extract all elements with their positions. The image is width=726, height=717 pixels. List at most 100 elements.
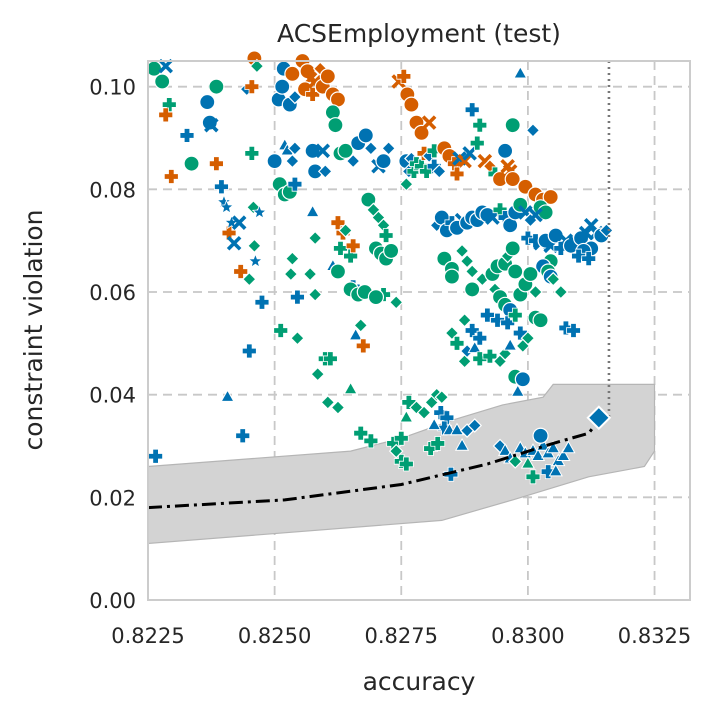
data-point [307, 230, 323, 246]
data-point [462, 146, 477, 161]
data-point [218, 199, 235, 214]
data-point [459, 253, 475, 269]
data-point [469, 135, 485, 151]
data-point [497, 142, 514, 159]
reference-lines [147, 61, 612, 510]
data-point [315, 143, 331, 159]
data-point [583, 217, 599, 233]
data-point [464, 264, 480, 279]
data-point [504, 240, 521, 257]
data-point [427, 417, 442, 431]
data-point [307, 287, 323, 302]
data-point [247, 238, 262, 254]
x-tick-label: 0.8325 [618, 624, 691, 648]
data-point [546, 440, 561, 454]
data-point [490, 312, 505, 328]
data-point [514, 371, 531, 388]
data-point [431, 164, 447, 179]
data-point [454, 243, 470, 259]
y-tick-label: 0.10 [89, 76, 136, 100]
data-point [360, 191, 377, 208]
data-point [154, 73, 171, 90]
data-point [290, 289, 305, 305]
data-point [244, 146, 260, 161]
data-point [522, 265, 539, 283]
data-point [510, 384, 525, 397]
data-point [249, 58, 265, 74]
data-point [434, 389, 450, 405]
data-point [226, 235, 242, 251]
data-point [396, 69, 412, 84]
data-point [355, 338, 371, 354]
data-point [378, 228, 394, 243]
data-point [357, 127, 374, 144]
data-point [273, 323, 289, 338]
data-point [330, 400, 346, 415]
data-point [329, 263, 347, 280]
data-point [545, 271, 561, 287]
data-point [398, 176, 414, 192]
data-point [515, 338, 531, 354]
data-point [345, 238, 361, 254]
data-point [504, 170, 521, 188]
data-point [457, 353, 472, 369]
data-point [327, 117, 344, 134]
data-point [302, 266, 318, 282]
data-point [363, 433, 379, 449]
plot-frame [147, 60, 691, 601]
data-point [454, 437, 470, 451]
data-point [581, 251, 597, 267]
data-point [241, 271, 257, 287]
data-point [158, 58, 174, 74]
y-axis-ticks: 0.00 0.02 0.04 0.06 0.08 0.10 [89, 76, 136, 613]
data-point [251, 204, 268, 220]
y-tick-label: 0.02 [89, 486, 136, 510]
data-point [525, 469, 541, 485]
data-point [571, 248, 586, 264]
data-point [345, 153, 361, 169]
data-point [285, 153, 300, 169]
data-point [553, 284, 569, 300]
data-point [383, 242, 400, 260]
data-point [430, 436, 446, 451]
data-point [449, 422, 465, 436]
data-point [305, 204, 320, 218]
data-point [548, 463, 563, 477]
data-point [556, 448, 571, 461]
data-point [254, 294, 270, 310]
data-point [204, 117, 219, 133]
data-point [290, 330, 305, 346]
x-tick-label: 0.8250 [238, 624, 311, 648]
data-point [467, 340, 482, 354]
data-point [558, 320, 574, 336]
data-point [416, 405, 432, 420]
data-point [457, 153, 472, 169]
data-point [310, 366, 326, 382]
data-point [512, 196, 529, 213]
data-point [485, 210, 500, 225]
data-point [507, 307, 523, 323]
data-point [504, 117, 521, 134]
data-point [520, 230, 536, 246]
data-point [283, 266, 299, 282]
data-point [348, 327, 363, 341]
data-point [338, 223, 353, 238]
data-point [393, 430, 409, 446]
data-point [305, 86, 321, 102]
data-point [381, 140, 396, 156]
data-point [343, 381, 358, 395]
data-point [457, 312, 472, 328]
data-point [241, 343, 257, 359]
data-point [179, 128, 195, 143]
data-point [464, 102, 480, 118]
data-point [183, 155, 200, 172]
data-point [449, 166, 465, 182]
data-point [158, 107, 174, 123]
x-axis-label: accuracy [363, 667, 476, 696]
data-point [353, 318, 369, 333]
y-tick-label: 0.00 [89, 589, 136, 613]
data-point [375, 153, 392, 170]
data-point [530, 448, 546, 461]
x-tick-label: 0.8275 [365, 624, 438, 648]
data-point [467, 418, 483, 433]
